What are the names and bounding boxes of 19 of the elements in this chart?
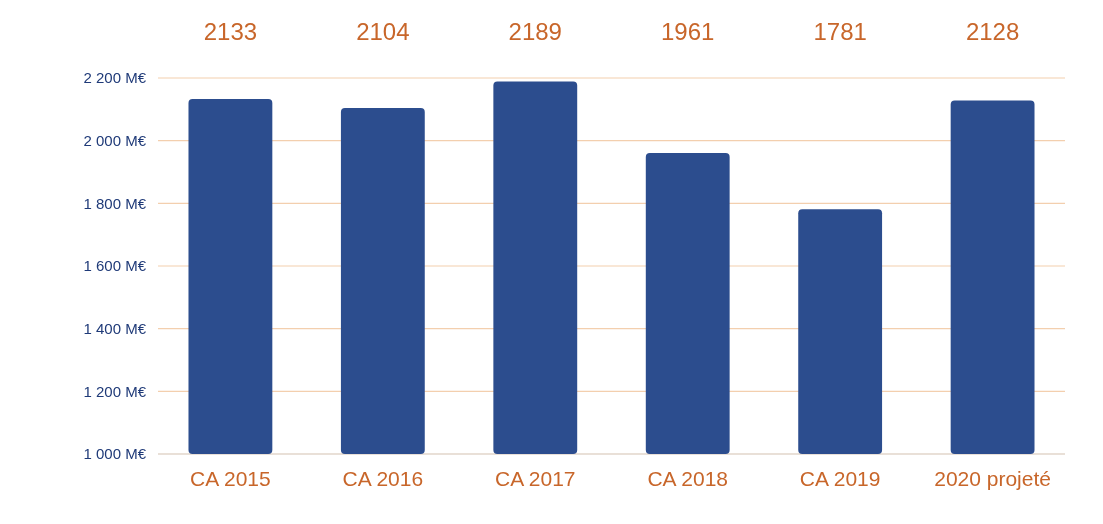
data-label: 2189 xyxy=(508,18,562,45)
data-label: 2104 xyxy=(356,18,410,45)
x-tick-label: 2020 projeté xyxy=(934,467,1051,490)
x-tick-label: CA 2018 xyxy=(647,467,729,490)
y-tick-label: 1 400 M€ xyxy=(83,319,147,337)
y-tick-label: 1 200 M€ xyxy=(83,382,147,400)
data-label: 1781 xyxy=(813,18,867,45)
y-tick-label: 2 000 M€ xyxy=(83,131,147,149)
y-tick-label: 1 800 M€ xyxy=(83,194,147,212)
data-label: 1961 xyxy=(661,18,715,45)
data-label: 2133 xyxy=(203,18,258,45)
data-label: 2128 xyxy=(965,18,1020,45)
x-tick-label: CA 2019 xyxy=(799,467,881,490)
x-tick-label: CA 2017 xyxy=(494,467,576,490)
x-tick-label: CA 2015 xyxy=(190,467,271,490)
y-tick-label: 1 000 M€ xyxy=(83,445,147,463)
x-tick-label: CA 2016 xyxy=(342,467,424,490)
y-tick-label: 1 600 M€ xyxy=(83,257,147,275)
y-tick-label: 2 200 M€ xyxy=(83,69,147,87)
